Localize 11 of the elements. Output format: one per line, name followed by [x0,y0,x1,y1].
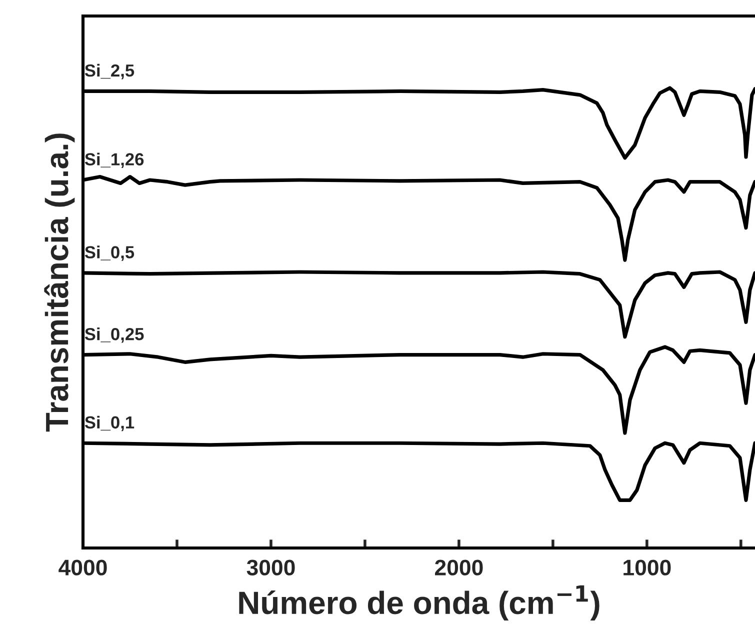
x-tick-label: 2000 [435,560,483,576]
series-label: Si_1,26 [84,152,144,168]
x-tick-label: 3000 [246,560,295,576]
x-axis-title: Número de onda (cm$^{−1}$) [239,585,600,621]
series-label: Si_0,1 [84,416,134,432]
x-tick-label: 4000 [58,560,107,576]
y-axis-title: Transmitância (u.a.) [44,134,75,432]
series-label: Si_0,25 [84,328,144,343]
series-label: Si_2,5 [84,64,134,80]
x-tick-label: 1000 [624,560,671,576]
series-label: Si_0,5 [84,246,134,261]
